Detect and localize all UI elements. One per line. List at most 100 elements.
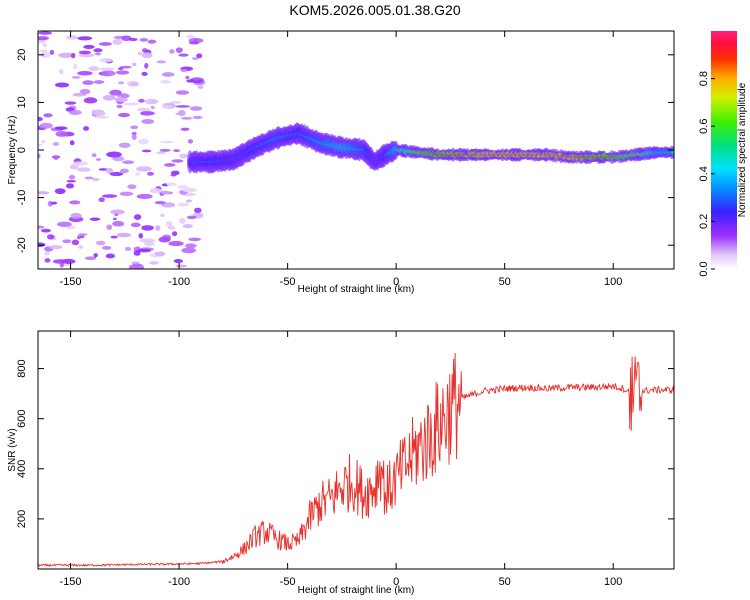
spectrogram-noise-blob <box>82 80 94 85</box>
spectrogram-noise-blob <box>38 117 43 122</box>
spectrogram-noise-blob <box>72 63 78 70</box>
spectrogram-noise-blob <box>94 52 102 56</box>
spectrogram-noise-blob <box>58 52 74 58</box>
spectrogram-noise-blob <box>144 62 149 69</box>
spectrogram-noise-blob <box>40 51 51 58</box>
spectrogram-noise-blob <box>171 231 178 237</box>
spectrogram-noise-blob <box>93 48 103 53</box>
spectrogram-noise-blob <box>98 168 108 171</box>
spectrogram-noise-blob <box>175 47 183 53</box>
spectrogram-noise-blob <box>136 193 153 199</box>
spectrogram-noise-blob <box>105 167 114 174</box>
snr-x-axis-label: Height of straight line (km) <box>298 585 415 596</box>
spectrogram-noise-blob <box>84 256 97 261</box>
spectrogram-noise-blob <box>116 232 132 238</box>
spectrogram-noise-blob <box>130 125 139 130</box>
spectrogram-noise-blob <box>173 259 183 264</box>
spectrogram-ytick-label-4: 20 <box>16 49 28 61</box>
spectrogram-noise-blob <box>175 105 191 108</box>
spectrogram-noise-blob <box>48 245 63 250</box>
spectrogram-noise-blob <box>169 49 175 54</box>
spectrogram-noise-blob <box>52 259 68 264</box>
spectrogram-noise-blob <box>187 139 194 144</box>
colorbar-tick-label-2: 0.4 <box>698 166 710 181</box>
spectrogram-noise-blob <box>49 49 55 55</box>
spectrogram-noise-blob <box>118 81 125 85</box>
spectrogram-noise-blob <box>84 176 94 180</box>
spectrogram-noise-blob <box>71 239 80 246</box>
spectrogram-noise-blob <box>93 253 98 258</box>
snr-xtick-label-5: 100 <box>604 576 622 588</box>
spectrogram-noise-blob <box>170 173 177 177</box>
spectrogram-noise-blob <box>70 52 76 59</box>
chart-title: KOM5.2026.005.01.38.G20 <box>289 2 461 18</box>
spectrogram-noise-blob <box>141 225 154 231</box>
spectrogram-noise-blob <box>59 68 64 75</box>
snr-x-ticks: -150 -100 -50 0 50 100 <box>60 331 622 588</box>
spectrogram-noise-blob <box>42 43 47 48</box>
spectrogram-noise-blob <box>98 42 112 46</box>
spectrogram-noise-blob <box>44 251 50 256</box>
spectrogram-noise-blob <box>177 202 187 207</box>
spectrogram-trace-core <box>671 151 674 154</box>
spectrogram-noise-blob <box>181 247 197 254</box>
spectrogram-noise-blob <box>133 250 141 256</box>
snr-panel: -150 -100 -50 0 50 100 200 400 600 800 Height of… <box>7 330 675 596</box>
spectrogram-noise-blob <box>66 225 76 230</box>
spectrogram-noise-blob <box>155 225 161 231</box>
snr-xtick-label-4: 50 <box>499 576 511 588</box>
spectrogram-noise-blob <box>105 253 115 259</box>
spectrogram-noise-blob <box>99 67 115 71</box>
spectrogram-noise-blob <box>118 112 131 118</box>
spectrogram-noise-blob <box>54 126 68 131</box>
spectrogram-noise-blob <box>95 158 102 161</box>
spectrogram-noise-blob <box>117 67 124 71</box>
spectrogram-noise-blob <box>179 153 189 159</box>
spectrogram-ytick-label-0: -20 <box>16 237 28 253</box>
spectrogram-noise-blob <box>166 182 177 187</box>
spectrogram-noise-blob <box>171 159 184 163</box>
spectrogram-noise-blob <box>91 153 97 158</box>
colorbar-tick-label-0: 0.0 <box>698 261 710 276</box>
spectrogram-xtick-label-3: 0 <box>393 276 399 288</box>
spectrogram-noise-blob <box>83 44 95 49</box>
spectrogram-noise-blob <box>68 109 82 116</box>
spectrogram-noise-blob <box>110 235 118 239</box>
spectrogram-ytick-label-2: 0 <box>16 147 28 153</box>
spectrogram-noise-blob <box>149 261 159 265</box>
spectrogram-noise-blob <box>144 98 159 105</box>
spectrogram-noise-blob <box>154 251 166 257</box>
spectrogram-noise-blob <box>135 166 152 172</box>
spectrogram-noise-blob <box>196 53 203 59</box>
spectrogram-noise-blob <box>141 52 153 59</box>
spectrogram-noise-blob <box>91 177 100 181</box>
spectrogram-noise-blob <box>131 134 137 141</box>
spectrogram-noise-blob <box>102 194 118 198</box>
spectrogram-noise-blob <box>39 49 48 53</box>
spectrogram-noise-blob <box>136 107 151 112</box>
spectrogram-noise-blob <box>99 58 113 63</box>
spectrogram-noise-blob <box>139 38 149 42</box>
snr-plot-area <box>38 352 674 568</box>
spectrogram-noise-blob <box>69 140 75 146</box>
spectrogram-noise-blob <box>77 233 88 236</box>
spectrogram-noise-blob <box>168 240 184 247</box>
spectrogram-noise-blob <box>184 202 189 207</box>
spectrogram-noise-blob <box>137 51 143 56</box>
spectrogram-noise-blob <box>160 213 166 218</box>
spectrogram-noise-blob <box>143 241 155 247</box>
spectrogram-noise-blob <box>130 82 138 86</box>
spectrogram-noise-blob <box>66 179 77 183</box>
spectrogram-noise-blob <box>128 37 138 42</box>
spectrogram-noise-blob <box>112 220 125 227</box>
spectrogram-noise-blob <box>188 237 201 242</box>
spectrogram-noise-blob <box>119 191 134 196</box>
colorbar: 0.0 0.2 0.4 0.6 0.8 Normalized spectral ampl… <box>698 31 748 277</box>
spectrogram-noise-blob <box>56 221 72 227</box>
spectrogram-noise-blob <box>52 141 59 147</box>
spectrogram-noise-blob <box>160 190 170 195</box>
spectrogram-noise-blob <box>180 68 188 73</box>
spectrogram-noise-blob <box>44 258 51 263</box>
spectrogram-noise-blob <box>132 62 137 67</box>
